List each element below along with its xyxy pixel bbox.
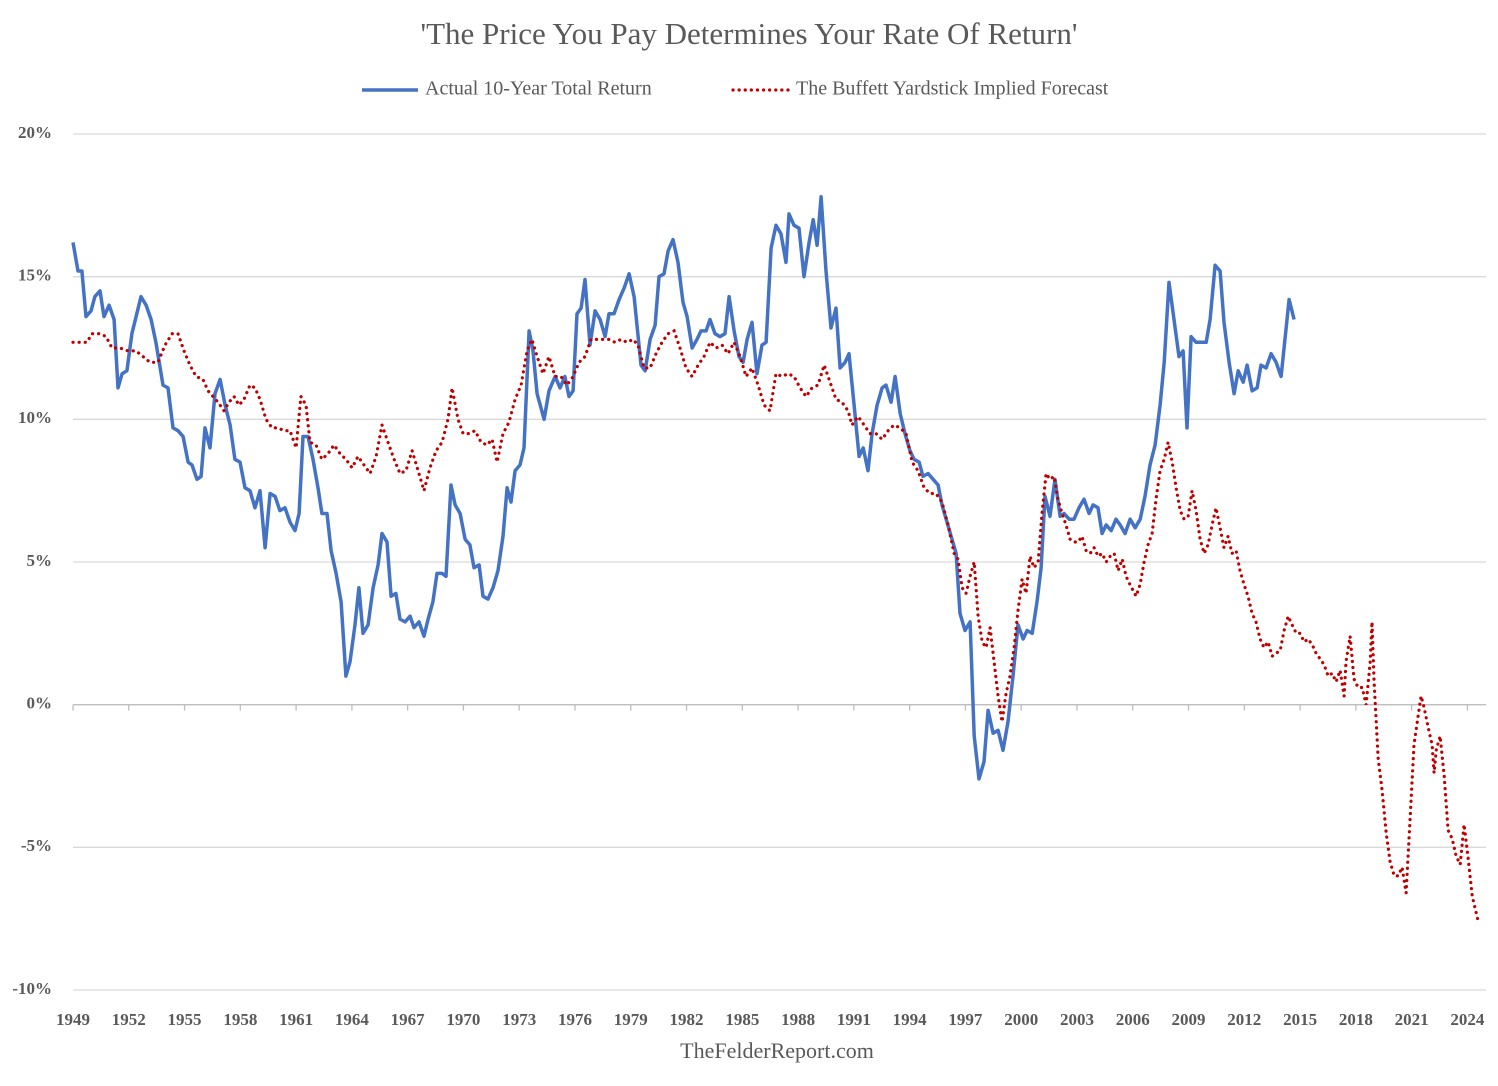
x-tick-label: 2018 xyxy=(1339,1010,1373,1029)
y-tick-label: -10% xyxy=(12,979,52,998)
x-tick-label: 1979 xyxy=(614,1010,648,1029)
legend-label: The Buffett Yardstick Implied Forecast xyxy=(796,78,1109,100)
y-tick-label: 15% xyxy=(18,266,52,285)
x-tick-label: 2000 xyxy=(1004,1010,1038,1029)
legend-label: Actual 10-Year Total Return xyxy=(425,78,652,100)
legend: Actual 10-Year Total Return The Buffett Y… xyxy=(362,78,1109,100)
series-line xyxy=(71,195,1296,781)
x-tick-label: 1952 xyxy=(112,1010,146,1029)
x-tick-label: 1976 xyxy=(558,1010,592,1029)
x-tick-label: 1997 xyxy=(948,1010,983,1029)
x-tick-label: 1958 xyxy=(223,1010,257,1029)
x-tick-label: 2015 xyxy=(1283,1010,1317,1029)
x-tick-label: 2006 xyxy=(1116,1010,1150,1029)
plot-lines xyxy=(71,195,1480,924)
x-tick-label: 1949 xyxy=(56,1010,90,1029)
x-tick-label: 2021 xyxy=(1395,1010,1429,1029)
y-tick-label: 20% xyxy=(18,123,52,142)
x-tick-label: 2024 xyxy=(1450,1010,1485,1029)
y-tick-label: 5% xyxy=(27,551,53,570)
x-tick-label: 1964 xyxy=(335,1010,370,1029)
grid xyxy=(73,133,1486,991)
x-tick-label: 1973 xyxy=(502,1010,536,1029)
axes: -10% -5% 0% 5% 10% 15% 20% 1949 1952 1955 1958 1961… xyxy=(12,123,1486,1029)
y-tick-label: 10% xyxy=(18,408,52,427)
chart-title: 'The Price You Pay Determines Your Rate … xyxy=(421,16,1078,51)
x-tick-label: 1988 xyxy=(781,1010,815,1029)
x-tick-label: 2012 xyxy=(1227,1010,1261,1029)
x-tick-label: 2003 xyxy=(1060,1010,1094,1029)
x-tick-label: 2009 xyxy=(1172,1010,1206,1029)
source: TheFelderReport.com xyxy=(680,1038,874,1063)
x-tick-label: 1982 xyxy=(670,1010,704,1029)
y-tick-label: -5% xyxy=(21,836,52,855)
x-tick-label: 1970 xyxy=(446,1010,480,1029)
x-tick-label: 1967 xyxy=(391,1010,426,1029)
x-tick-label: 1955 xyxy=(168,1010,202,1029)
x-tick-label: 1994 xyxy=(893,1010,928,1029)
series-line xyxy=(71,328,1480,924)
x-tick-label: 1961 xyxy=(279,1010,313,1029)
y-tick-label: 0% xyxy=(27,694,53,713)
x-tick-label: 1985 xyxy=(725,1010,759,1029)
x-tick-label: 1991 xyxy=(837,1010,871,1029)
